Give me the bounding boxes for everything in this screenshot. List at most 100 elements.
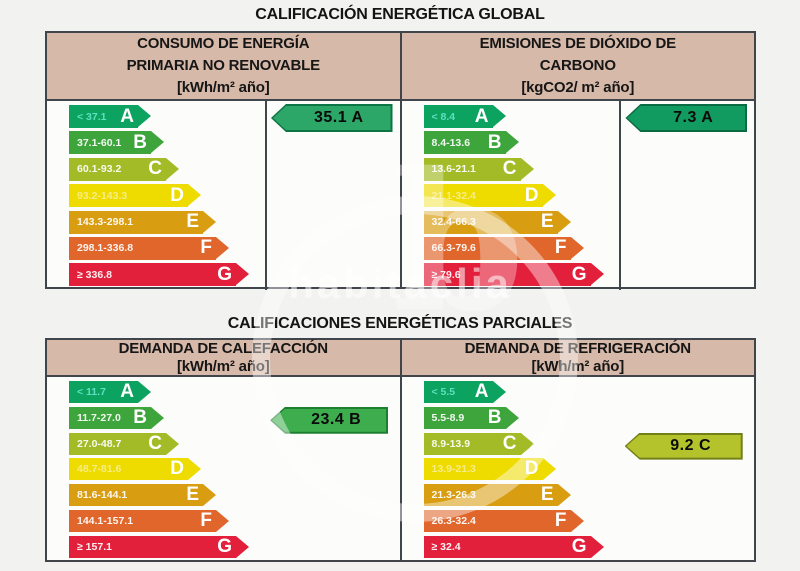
scale-arrow-bar: ≥ 157.1 G	[69, 535, 249, 558]
scale-arrow-E: 21.3-26.3 E	[423, 484, 622, 507]
panel-header-line: [kWh/m² año]	[531, 357, 625, 375]
scale-arrow-B: 5.5-8.9 B	[423, 406, 622, 429]
scale-grade-letter: G	[217, 263, 232, 285]
scale-arrow-bar: 27.0-48.7 C	[69, 432, 179, 455]
scale-grade-letter: F	[554, 509, 567, 531]
scale-row: 11.7-27.0 B	[69, 406, 267, 433]
scale-arrow-A: < 11.7 A	[69, 381, 267, 403]
scale-grade-letter: B	[487, 406, 502, 428]
panel-header-line: DEMANDA DE CALEFACCIÓN	[118, 339, 328, 357]
scale-range-label: 60.1-93.2	[77, 163, 122, 176]
panel-demanda-refrigeracion: DEMANDA DE REFRIGERACIÓN [kWh/m² año] < 5.…	[399, 339, 754, 562]
scale-range-label: 8.4-13.6	[431, 136, 471, 149]
scale-grade-letter: F	[554, 237, 567, 259]
rating-arrow-consumo-energia: 35.1 A	[270, 104, 393, 132]
scale-grade-letter: E	[540, 211, 554, 233]
scale-row: 8.4-13.6 B	[423, 131, 620, 157]
energy-scale: < 37.1 A 37.1-60.1 B 60.1-93.2 C 93.2-143.3 D 14…	[47, 101, 267, 290]
scale-arrow-bar: ≥ 336.8 G	[69, 263, 249, 287]
rating-value-label: 7.3 A	[673, 109, 714, 126]
scale-range-label: 143.3-298.1	[77, 216, 134, 229]
panel-demanda-calefaccion: DEMANDA DE CALEFACCIÓN [kWh/m² año] < 11.7…	[47, 340, 400, 560]
scale-grade-letter: A	[120, 105, 134, 127]
scale-range-label: 66.3-79.6	[431, 242, 476, 255]
scale-row: < 11.7 A	[69, 381, 267, 407]
scale-grade-letter: F	[200, 509, 212, 531]
scale-arrow-F: 144.1-157.1 F	[69, 509, 267, 532]
scale-arrow-bar: 37.1-60.1 B	[69, 131, 164, 155]
panel-header-line: CARBONO	[539, 57, 616, 74]
scale-range-label: < 11.7	[77, 386, 106, 398]
scale-range-label: 21.1-32.4	[431, 189, 476, 202]
panel-header-line: EMISIONES DE DIÓXIDO DE	[479, 35, 676, 52]
scale-row: 93.2-143.3 D	[69, 184, 265, 210]
scale-arrow-E: 81.6-144.1 E	[69, 484, 267, 507]
scale-range-label: 298.1-336.8	[77, 242, 134, 255]
scale-grade-letter: G	[217, 535, 232, 557]
scale-grade-letter: B	[133, 131, 147, 153]
panel-header-line: [kWh/m² año]	[176, 79, 270, 96]
panel-emisiones-co2: EMISIONES DE DIÓXIDO DE CARBONO [kgCO2/ m²…	[399, 33, 754, 290]
scale-arrow-bar: 81.6-144.1 E	[69, 484, 216, 507]
scale-range-label: 13.6-21.1	[431, 163, 476, 176]
rating-arrow-demanda-calefaccion: 23.4 B	[270, 406, 389, 434]
energy-scale: < 5.5 A 5.5-8.9 B 8.9-13.9 C 13.9-21.3 D 21.3-26…	[402, 377, 622, 562]
scale-arrow-D: 13.9-21.3 D	[423, 458, 622, 481]
scale-row: 21.1-32.4 D	[423, 184, 620, 210]
scale-arrow-C: 27.0-48.7 C	[69, 432, 267, 455]
scale-range-label: 26.3-32.4	[431, 514, 476, 527]
scale-grade-letter: F	[200, 237, 212, 259]
scale-row: 26.3-32.4 F	[423, 509, 622, 536]
scale-arrow-D: 21.1-32.4 D	[423, 184, 620, 208]
scale-arrow-bar: 11.7-27.0 B	[69, 406, 164, 429]
scale-grade-letter: D	[524, 458, 539, 480]
scale-grade-letter: E	[186, 211, 199, 233]
scale-row: 13.6-21.1 C	[423, 157, 620, 184]
scale-row: 81.6-144.1 E	[69, 484, 267, 510]
scale-range-label: 21.3-26.3	[431, 489, 476, 502]
scale-arrow-bar: ≥ 79.6 G	[423, 263, 604, 287]
scale-arrow-F: 26.3-32.4 F	[423, 509, 622, 532]
scale-range-label: ≥ 157.1	[77, 540, 112, 553]
scale-arrow-bar: 144.1-157.1 F	[69, 509, 229, 532]
energy-scale: < 11.7 A 11.7-27.0 B 27.0-48.7 C 48.7-81.6 D 81.…	[47, 377, 267, 562]
rating-value-label: 35.1 A	[313, 109, 364, 126]
scale-range-label: ≥ 336.8	[77, 268, 112, 281]
scale-range-label: 81.6-144.1	[77, 489, 128, 502]
rating-value-label: 23.4 B	[311, 411, 362, 429]
scale-range-label: 13.9-21.3	[431, 463, 476, 476]
scale-arrow-B: 8.4-13.6 B	[423, 131, 620, 155]
scale-arrow-bar: 298.1-336.8 F	[69, 236, 229, 260]
scale-grade-letter: E	[186, 484, 199, 506]
scale-arrow-bar: 93.2-143.3 D	[69, 184, 201, 208]
scale-arrow-bar: 13.6-21.1 C	[423, 157, 534, 181]
scale-arrow-C: 13.6-21.1 C	[423, 157, 620, 181]
panel-header-line: [kWh/m² año]	[176, 357, 270, 375]
rating-arrow-emisiones-co2: 7.3 A	[625, 104, 747, 132]
scale-row: < 8.4 A	[423, 105, 620, 131]
scale-arrow-D: 93.2-143.3 D	[69, 184, 265, 208]
table-partial: DEMANDA DE CALEFACCIÓN [kWh/m² año] < 11.7…	[45, 338, 756, 562]
panel-header-line: [kgCO2/ m² año]	[521, 79, 635, 96]
scale-grade-letter: G	[571, 263, 587, 285]
scale-arrow-bar: 13.9-21.3 D	[423, 458, 556, 481]
panel-header-line: CONSUMO DE ENERGÍA	[137, 35, 310, 52]
scale-arrow-bar: 66.3-79.6 F	[423, 236, 584, 260]
scale-arrow-F: 298.1-336.8 F	[69, 236, 265, 260]
scale-arrow-bar: < 37.1 A	[69, 105, 151, 128]
panel-header: DEMANDA DE CALEFACCIÓN [kWh/m² año]	[47, 340, 400, 377]
rating-arrow-fill	[626, 434, 741, 458]
scale-arrow-C: 60.1-93.2 C	[69, 157, 265, 181]
panel-header-line: DEMANDA DE REFRIGERACIÓN	[464, 339, 692, 357]
scale-grade-letter: B	[487, 131, 502, 153]
scale-arrow-A: < 5.5 A	[423, 381, 622, 403]
scale-grade-letter: D	[524, 184, 539, 206]
scale-grade-letter: B	[133, 406, 147, 428]
scale-arrow-bar: ≥ 32.4 G	[423, 535, 604, 558]
table-global: CONSUMO DE ENERGÍA PRIMARIA NO RENOVABLE […	[45, 31, 756, 290]
scale-range-label: < 8.4	[431, 110, 456, 123]
scale-arrow-E: 32.4-66.3 E	[423, 210, 620, 234]
panel-consumo-energia: CONSUMO DE ENERGÍA PRIMARIA NO RENOVABLE […	[47, 33, 400, 290]
scale-range-label: < 37.1	[77, 110, 107, 123]
